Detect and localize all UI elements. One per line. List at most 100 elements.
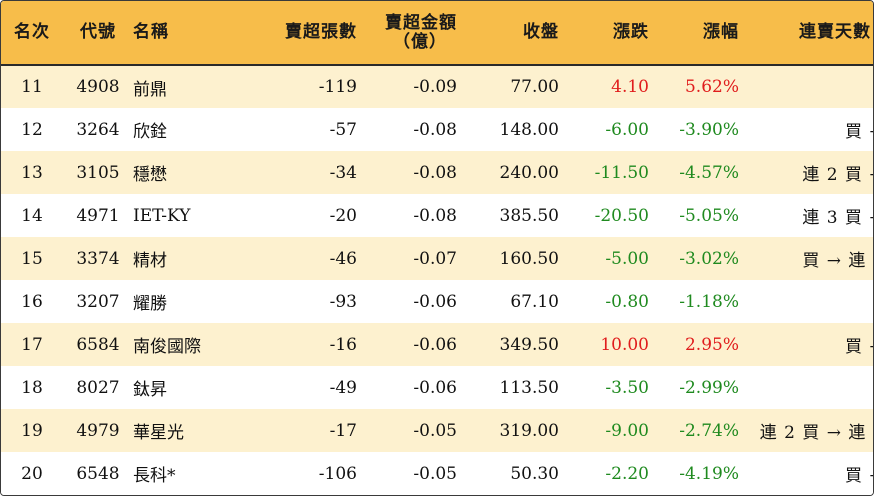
cell-change-pct: -1.18% [679,291,739,312]
cell-sell-amount: -0.05 [413,463,457,484]
cell-sell-streak: 買 → 連 7 賣 [802,251,873,271]
cell-sell-streak: 連 2 買 → 連 2 賣 [759,423,873,443]
table-row: 19 4979 華星光 -17 -0.05 319.00 -9.00 -2.74% 連 2 買 … [1,409,873,452]
cell-close-price: 160.50 [499,248,559,269]
cell-sell-streak: 1 [747,65,873,108]
cell-stock-name: 前鼎 [133,79,167,100]
cell-code: 8027 [76,377,120,398]
cell-sell-lots: -20 [329,205,357,226]
cell-sell-streak: 買 → 賣 [844,337,873,357]
cell-sell-lots: -106 [318,463,357,484]
cell-sell-lots: -46 [329,248,357,269]
cell-sell-amount: -0.06 [413,377,457,398]
cell-close-price: 148.00 [499,119,559,140]
header-change: 漲跌 [613,22,649,42]
cell-price-change: -20.50 [594,205,649,226]
header-close: 收盤 [523,22,559,42]
cell-change-pct: -2.99% [679,377,739,398]
cell-sell-streak: 1 [747,366,873,409]
cell-change-pct: -5.05% [679,205,739,226]
header-code: 代號 [80,22,116,42]
header-change-pct: 漲幅 [703,22,739,42]
cell-sell-streak: 連 2 買 → 賣 [802,165,873,185]
table-row: 20 6548 長科* -106 -0.05 50.30 -2.20 -4.19% 買 → 賣 [1,452,873,495]
cell-close-price: 349.50 [499,334,559,355]
cell-rank: 12 [21,119,43,140]
cell-change-pct: -3.90% [679,119,739,140]
cell-change-pct: 5.62% [684,77,739,97]
table-body: 114908前鼎-119-0.0977.004.105.62%1123264欣銓… [1,65,873,495]
cell-change-pct: 2.95% [684,334,739,355]
cell-change-pct: -4.19% [679,463,739,484]
cell-sell-amount: -0.07 [413,248,457,269]
header-name: 名稱 [133,22,169,42]
cell-sell-streak: 連 3 買 → 賣 [802,208,873,228]
cell-sell-lots: -17 [329,420,357,441]
table-row: 13 3105 穩懋 -34 -0.08 240.00 -11.50 -4.57% 連 2 買 … [1,151,873,194]
cell-close-price: 50.30 [510,463,559,484]
cell-code: 3105 [76,162,120,183]
cell-change-pct: -3.02% [679,248,739,269]
cell-stock-name: 鈦昇 [133,380,167,400]
cell-code: 4908 [76,77,120,97]
cell-stock-name: 欣銓 [133,122,167,142]
cell-price-change: -3.50 [605,377,649,398]
cell-stock-name: 南俊國際 [133,337,201,357]
cell-sell-streak: 1 [747,280,873,323]
cell-sell-amount: -0.08 [413,205,457,226]
cell-sell-streak: 買 → 賣 [844,466,873,486]
cell-code: 3207 [76,291,120,312]
cell-price-change: -6.00 [605,119,649,140]
cell-sell-lots: -16 [329,334,357,355]
table-row: 16 3207 耀勝 -93 -0.06 67.10 -0.80 -1.18% 1 [1,280,873,323]
cell-rank: 13 [21,162,43,183]
cell-close-price: 319.00 [499,420,559,441]
cell-price-change: -11.50 [594,162,649,183]
cell-sell-amount: -0.09 [413,77,457,97]
table-header: 名次 代號 名稱 賣超張數 賣超金額 （億） 收盤 漲跌 漲幅 連賣天數 [1,1,873,65]
cell-rank: 19 [21,420,43,441]
header-sell-lots: 賣超張數 [285,22,357,42]
table-row: 18 8027 鈦昇 -49 -0.06 113.50 -3.50 -2.99% 1 [1,366,873,409]
cell-rank: 16 [21,291,43,312]
cell-close-price: 77.00 [510,77,559,97]
cell-sell-lots: -57 [329,119,357,140]
header-sell-amount: 賣超金額 （億） [365,1,465,65]
cell-price-change: 4.10 [611,77,649,97]
cell-code: 6584 [76,334,120,355]
cell-price-change: -9.00 [605,420,649,441]
header-sell-streak: 連賣天數 [799,22,871,42]
cell-change-pct: -4.57% [679,162,739,183]
cell-change-pct: -2.74% [679,420,739,441]
table-row: 11 4908 前鼎 -119 -0.09 77.00 4.10 5.62% 1 [1,65,873,108]
cell-sell-amount: -0.06 [413,291,457,312]
cell-close-price: 67.10 [510,291,559,312]
cell-sell-amount: -0.06 [413,334,457,355]
cell-price-change: -0.80 [605,291,649,312]
cell-stock-name: 長科* [133,466,176,486]
cell-code: 3374 [76,248,120,269]
header-rank: 名次 [14,22,50,42]
cell-close-price: 113.50 [499,377,559,398]
cell-price-change: -5.00 [605,248,649,269]
cell-sell-lots: -34 [329,162,357,183]
header-sell-amount-line1: 賣超金額 [385,12,457,33]
cell-close-price: 240.00 [499,162,559,183]
header-sell-amount-unit: （億） [393,31,447,52]
cell-rank: 15 [21,248,43,269]
cell-sell-amount: -0.05 [413,420,457,441]
cell-code: 4971 [76,205,120,226]
cell-stock-name: 華星光 [133,423,184,443]
cell-sell-lots: -49 [329,377,357,398]
table-row: 15 3374 精材 -46 -0.07 160.50 -5.00 -3.02% 買 → 連 7… [1,237,873,280]
cell-price-change: -2.20 [605,463,649,484]
cell-sell-lots: -119 [318,77,357,97]
cell-rank: 18 [21,377,43,398]
cell-code: 3264 [76,119,120,140]
cell-rank: 11 [21,77,43,97]
cell-sell-amount: -0.08 [413,162,457,183]
cell-code: 6548 [76,463,120,484]
table-row: 14 4971 IET-KY -20 -0.08 385.50 -20.50 -5.05% 連 … [1,194,873,237]
